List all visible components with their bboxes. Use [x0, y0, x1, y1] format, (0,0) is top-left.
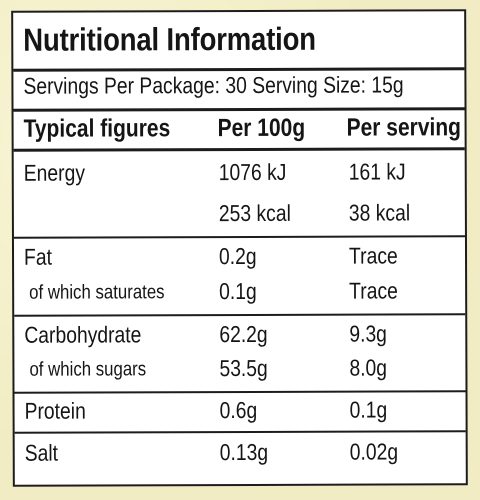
row-label-salt: Salt: [24, 439, 59, 466]
sugars-per-serving: 8.0g: [349, 354, 388, 381]
energy-kj-per-serving: 161 kJ: [348, 158, 406, 185]
row-label-saturates: of which saturates: [29, 281, 165, 304]
energy-kcal-per-serving: 38 kcal: [348, 199, 411, 226]
salt-per-100g: 0.13g: [219, 438, 269, 466]
protein-per-100g: 0.6g: [219, 396, 258, 424]
saturates-per-100g: 0.1g: [219, 277, 257, 305]
sugars-per-100g: 53.5g: [219, 354, 268, 382]
header-per-serving: Per serving: [346, 113, 462, 142]
fat-per-100g: 0.2g: [218, 242, 257, 270]
row-label-sugars: of which sugars: [29, 358, 147, 381]
divider: [13, 107, 465, 112]
energy-kj-per-100g: 1076 kJ: [218, 158, 287, 186]
divider: [14, 430, 466, 434]
fat-per-serving: Trace: [348, 242, 398, 269]
header-typical-figures: Typical figures: [23, 114, 171, 143]
row-label-energy: Energy: [23, 159, 85, 186]
servings-info: Servings Per Package: 30 Serving Size: 1…: [23, 71, 404, 99]
row-label-carbohydrate: Carbohydrate: [24, 321, 142, 348]
row-label-fat: Fat: [23, 243, 52, 270]
energy-kcal-per-100g: 253 kcal: [218, 199, 291, 227]
carbohydrate-per-serving: 9.3g: [349, 320, 387, 347]
protein-per-serving: 0.1g: [349, 396, 388, 423]
divider: [14, 390, 466, 394]
saturates-per-serving: Trace: [349, 277, 398, 304]
panel-title: Nutritional Information: [23, 20, 316, 58]
divider: [14, 313, 466, 317]
carbohydrate-per-100g: 62.2g: [219, 320, 268, 348]
header-per-100g: Per 100g: [217, 113, 306, 143]
row-label-protein: Protein: [24, 397, 86, 424]
divider: [13, 147, 465, 152]
divider: [13, 235, 465, 239]
nutrition-panel: Nutritional Information Servings Per Pac…: [11, 9, 468, 487]
salt-per-serving: 0.02g: [349, 438, 399, 465]
